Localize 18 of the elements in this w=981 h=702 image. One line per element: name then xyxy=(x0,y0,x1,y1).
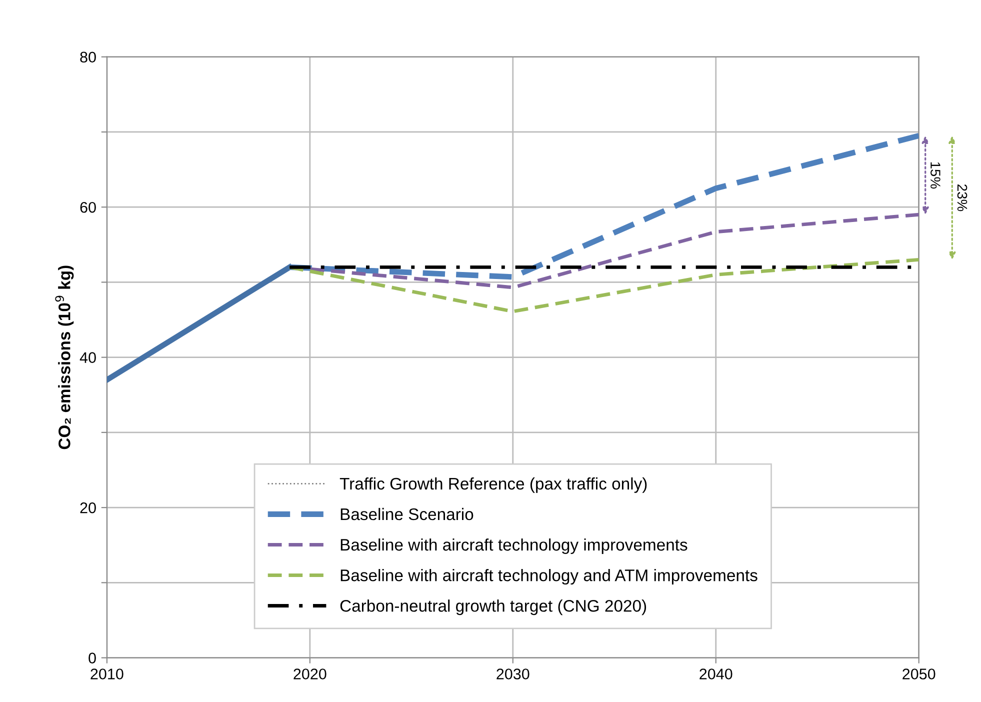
x-tick-label: 2010 xyxy=(90,668,124,680)
x-tick-label: 2020 xyxy=(294,668,326,680)
legend-label: Traffic Growth Reference (pax traffic only) xyxy=(340,477,647,493)
legend-label: Baseline with aircraft technology and ATM improvements xyxy=(340,569,758,585)
x-tick-label: 2050 xyxy=(902,668,936,680)
y-tick-label: 0 xyxy=(88,652,96,664)
y-tick-label: 60 xyxy=(80,202,96,213)
y-tick-label: 80 xyxy=(80,52,96,63)
legend-label: Baseline with aircraft technology improvements xyxy=(340,538,688,554)
legend-label: Baseline Scenario xyxy=(340,508,474,520)
y-tick-label: 20 xyxy=(80,502,96,514)
y-axis-title: CO₂ emissions (10$^{9}$ kg) xyxy=(55,266,74,450)
legend-label: Carbon-neutral growth target (CNG 2020) xyxy=(340,600,646,616)
y-tick-label: 40 xyxy=(80,352,96,364)
text: 23% xyxy=(957,184,968,212)
x-tick-label: 2030 xyxy=(496,668,530,680)
x-tick-label: 2040 xyxy=(700,668,732,680)
text: 15% xyxy=(930,162,940,189)
